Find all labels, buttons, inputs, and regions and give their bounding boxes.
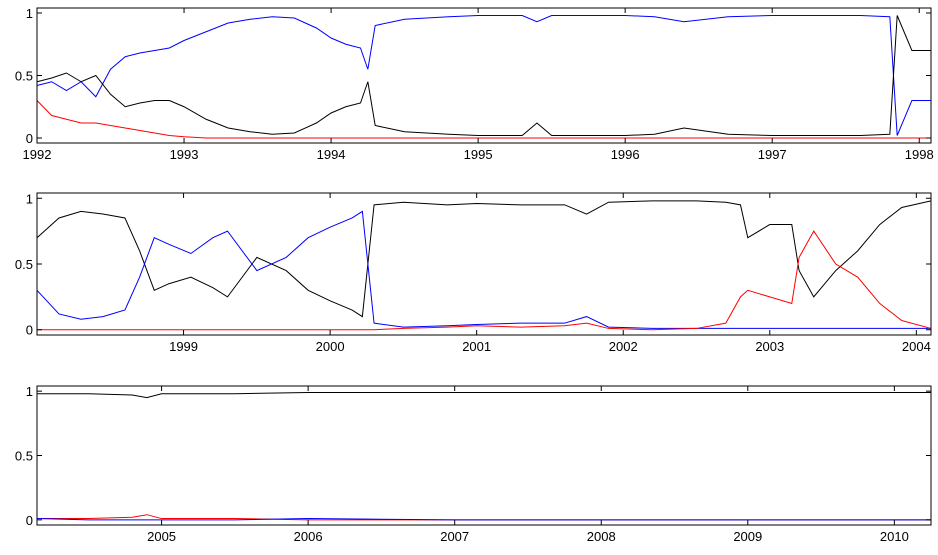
axes-box: [37, 386, 931, 525]
x-tick-label: 2002: [609, 339, 638, 354]
y-tick-label: 0.5: [15, 69, 33, 84]
x-tick-label: 2009: [733, 529, 762, 544]
axes-frame: [36, 7, 932, 144]
x-tick-label: 2007: [440, 529, 469, 544]
y-tick-label: 0: [26, 131, 33, 146]
series-line: [37, 391, 931, 399]
x-tick-label: 1992: [23, 147, 52, 162]
x-tick-label: 1994: [317, 147, 346, 162]
x-tick-label: 2010: [880, 529, 909, 544]
series-line: [36, 15, 931, 136]
axes-frame: [36, 192, 932, 336]
axes-frame: [36, 385, 932, 526]
x-tick-label: 1997: [758, 147, 787, 162]
x-tick-label: 1996: [611, 147, 640, 162]
series-line: [36, 200, 932, 318]
series-line: [37, 230, 932, 331]
y-tick-label: 0.5: [15, 257, 33, 272]
y-tick-label: 1: [26, 6, 33, 21]
y-tick-label: 0.5: [15, 449, 33, 464]
series-line: [36, 210, 931, 329]
series-line: [36, 518, 931, 521]
x-tick-label: 1995: [464, 147, 493, 162]
x-tick-label: 1993: [170, 147, 199, 162]
x-tick-label: 2004: [902, 339, 931, 354]
series-line: [36, 15, 931, 136]
y-tick-label: 0: [26, 323, 33, 338]
y-tick-label: 0: [26, 513, 33, 528]
x-tick-label: 2000: [316, 339, 345, 354]
axes-box: [37, 8, 931, 143]
x-tick-label: 1998: [905, 147, 934, 162]
x-tick-label: 1999: [169, 339, 198, 354]
series-line: [36, 100, 931, 139]
x-tick-label: 2008: [587, 529, 616, 544]
x-tick-label: 2005: [147, 529, 176, 544]
axes-box: [37, 193, 931, 335]
x-tick-label: 2001: [462, 339, 491, 354]
x-tick-label: 2003: [755, 339, 784, 354]
x-tick-label: 2006: [294, 529, 323, 544]
y-tick-label: 1: [26, 191, 33, 206]
y-tick-label: 1: [26, 384, 33, 399]
